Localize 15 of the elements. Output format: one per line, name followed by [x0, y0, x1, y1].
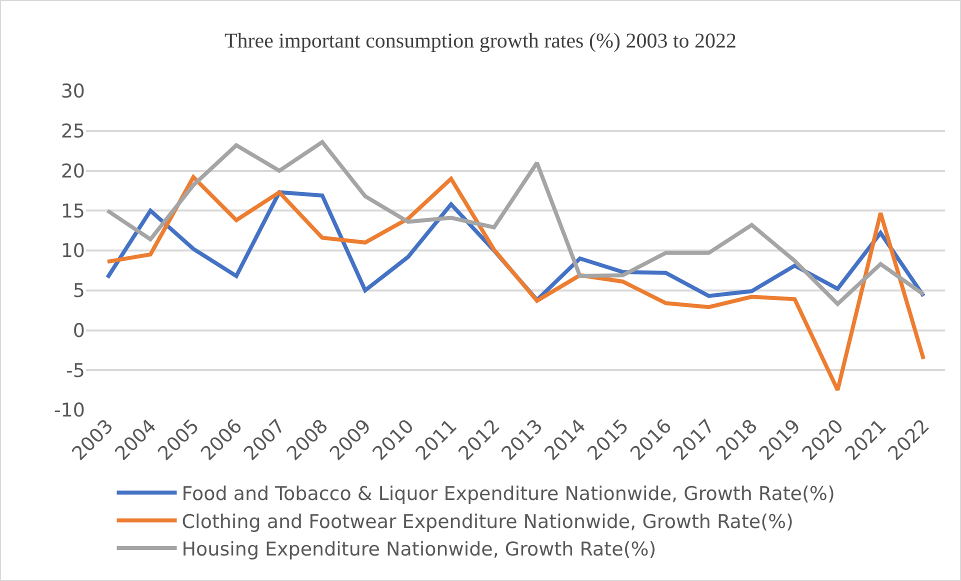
- y-tick-label: 30: [60, 80, 85, 103]
- y-tick-label: 5: [72, 280, 85, 302]
- y-tick-label: -5: [66, 360, 85, 382]
- y-tick-label: 0: [72, 320, 85, 342]
- y-tick-label: 25: [60, 120, 85, 143]
- y-tick-label: 20: [60, 160, 85, 182]
- y-tick-label: -10: [54, 400, 85, 422]
- line-series: [105, 175, 926, 392]
- line-series: [105, 140, 926, 306]
- legend-label: Clothing and Footwear Expenditure Nationwide, Growth Rate(%): [182, 510, 794, 533]
- y-tick-label: 15: [60, 200, 85, 222]
- chart-title: Three important consumption growth rates (%) 2003 to 2022: [224, 28, 737, 53]
- legend-label: Food and Tobacco & Liquor Expenditure Nationwide, Growth Rate(%): [182, 483, 835, 506]
- y-tick-label: 10: [60, 240, 85, 262]
- legend-label: Housing Expenditure Nationwide, Growth Rate(%): [182, 538, 656, 560]
